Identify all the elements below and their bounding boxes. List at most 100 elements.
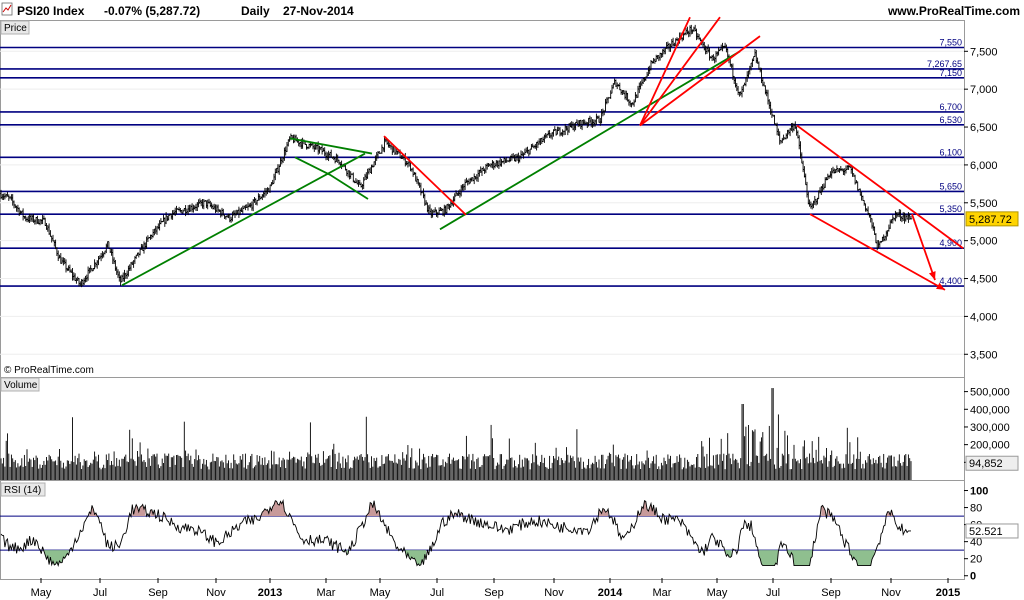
price-bar <box>382 146 385 152</box>
price-bar <box>895 212 898 219</box>
volume-panel-tab[interactable] <box>0 377 40 392</box>
price-bar <box>414 172 417 182</box>
price-bar <box>448 204 451 211</box>
trendline-resistance-5[interactable] <box>639 16 691 126</box>
price-bar <box>27 215 30 223</box>
price-bar <box>496 160 499 168</box>
volume-axis-label: 400,000 <box>970 404 1010 416</box>
price-bar <box>116 269 120 278</box>
price-bar <box>873 226 876 235</box>
price-bar <box>141 244 144 251</box>
price-bar <box>697 34 701 40</box>
rsi-panel-tab[interactable] <box>0 482 46 497</box>
trendline-support-2[interactable] <box>289 137 373 155</box>
price-axis-label: 4,000 <box>970 311 998 323</box>
rsi-overbought-fill <box>599 508 609 517</box>
trendline-resistance-6[interactable] <box>639 16 721 127</box>
x-axis-label: Nov <box>881 587 901 599</box>
price-bar <box>892 217 896 221</box>
price-bar <box>655 54 658 62</box>
price-bar <box>10 194 13 201</box>
site-url[interactable]: www.ProRealTime.com <box>887 4 1020 18</box>
price-bar <box>755 50 758 64</box>
price-bar <box>367 168 371 175</box>
trendline-resistance-8[interactable] <box>796 124 964 249</box>
price-bar <box>210 202 213 209</box>
price-bar <box>418 182 421 188</box>
price-bar <box>380 144 384 154</box>
price-bar <box>263 187 267 198</box>
price-bar <box>623 90 627 100</box>
price-axis-label: 6,500 <box>970 122 998 134</box>
price-bar <box>561 129 564 137</box>
rsi-oversold-fill <box>43 550 69 566</box>
price-bar <box>778 131 781 145</box>
price-bar <box>287 139 290 147</box>
price-bar <box>891 214 894 224</box>
price-bar <box>375 152 378 161</box>
price-bar <box>154 225 157 234</box>
price-bar <box>692 26 696 32</box>
level-label-2: 7,150 <box>939 68 962 78</box>
trendline-resistance-7[interactable] <box>639 35 761 127</box>
price-bar <box>81 279 85 286</box>
price-bar <box>625 90 628 101</box>
trendline-support-0[interactable] <box>121 152 366 287</box>
price-bar <box>636 85 640 98</box>
level-label-6: 5,650 <box>939 181 962 191</box>
rsi-axis-label: 20 <box>970 554 982 566</box>
price-bar <box>604 98 607 112</box>
price-bar <box>647 66 650 76</box>
x-axis-label: Nov <box>206 587 226 599</box>
price-bar <box>652 58 655 64</box>
price-bar <box>613 78 616 85</box>
price-bar <box>346 170 350 178</box>
rsi-overbought-fill <box>261 500 287 517</box>
price-bar <box>735 82 738 92</box>
price-bar <box>337 159 341 165</box>
price-axis-label: 5,000 <box>970 236 998 248</box>
price-bar <box>158 220 161 231</box>
price-bar <box>865 208 868 212</box>
price-bar <box>190 203 194 213</box>
price-bar <box>369 167 372 173</box>
price-bar <box>874 233 878 244</box>
price-bar <box>851 167 854 177</box>
price-bar <box>330 149 333 158</box>
trendline-resistance-9[interactable] <box>809 213 946 291</box>
price-bar <box>14 204 17 209</box>
price-bar <box>228 213 231 223</box>
price-bar <box>189 204 192 212</box>
price-bar <box>41 214 44 225</box>
rsi-panel[interactable] <box>0 480 965 580</box>
trendline-support-3[interactable] <box>294 156 369 200</box>
price-bar <box>157 223 160 230</box>
trendline-resistance-4[interactable] <box>383 135 467 216</box>
price-bar <box>902 211 905 222</box>
price-bar <box>539 138 542 146</box>
price-bar <box>415 176 419 184</box>
price-bar <box>564 123 567 136</box>
price-bar <box>687 30 690 38</box>
price-panel-label: Price <box>4 23 27 34</box>
price-bar <box>216 204 220 213</box>
price-panel-tab[interactable] <box>0 20 30 35</box>
price-bar <box>177 206 181 212</box>
trendline-support-1[interactable] <box>439 50 741 231</box>
price-bar <box>463 179 467 191</box>
x-axis-label: Sep <box>148 587 168 599</box>
price-bar <box>50 235 53 243</box>
level-label-0: 7,550 <box>939 38 962 48</box>
price-panel[interactable] <box>0 20 965 378</box>
price-bar <box>768 99 771 109</box>
trendline-resistance-10[interactable] <box>911 213 936 281</box>
price-bar <box>453 193 456 202</box>
price-bar <box>29 214 33 222</box>
price-bar <box>439 206 442 211</box>
price-bar <box>324 151 328 161</box>
price-bar <box>11 194 14 206</box>
price-bar <box>283 147 286 161</box>
last-volume-tag <box>965 455 1019 471</box>
price-bar <box>318 145 321 154</box>
